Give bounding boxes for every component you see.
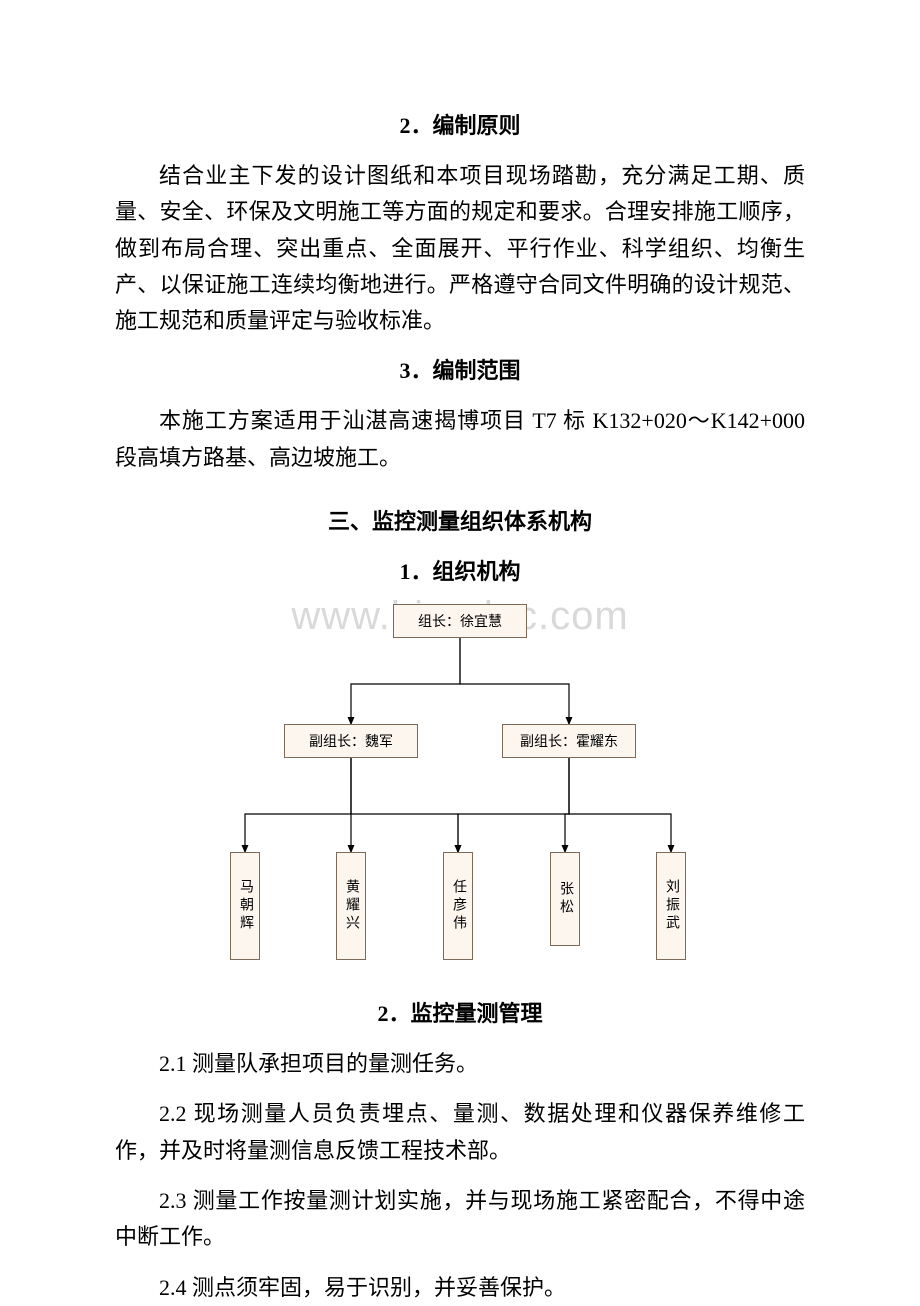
org-node-m4: 张松 [550,852,580,946]
org-node-m3: 任彦伟 [443,852,473,960]
heading-3-1: 1．组织机构 [115,554,805,586]
paragraph-2: 结合业主下发的设计图纸和本项目现场踏勘，充分满足工期、质量、安全、环保及文明施工… [115,158,805,339]
org-chart-container: 组长：徐宜慧副组长：魏军 副组长：霍耀东马朝辉 黄耀兴 任彦伟 张松 刘振武 [115,604,805,974]
heading-2: 2．编制原则 [115,108,805,140]
paragraph-3: 本施工方案适用于汕湛高速揭博项目 T7 标 K132+020～K142+000 … [115,403,805,476]
paragraph-m24: 2.4 测点须牢固，易于识别，并妥善保护。 [115,1270,805,1306]
heading-3-2: 2．监控量测管理 [115,996,805,1028]
heading-3: 3．编制范围 [115,353,805,385]
paragraph-m23: 2.3 测量工作按量测计划实施，并与现场施工紧密配合，不得中途中断工作。 [115,1183,805,1256]
org-node-m5: 刘振武 [656,852,686,960]
org-node-m2: 黄耀兴 [336,852,366,960]
org-node-m1: 马朝辉 [230,852,260,960]
heading-section-3: 三、监控测量组织体系机构 [115,504,805,536]
org-node-vice1: 副组长：魏军 [284,724,418,758]
org-node-leader: 组长：徐宜慧 [393,604,527,638]
paragraph-m22: 2.2 现场测量人员负责埋点、量测、数据处理和仪器保养维修工作，并及时将量测信息… [115,1096,805,1169]
org-chart: 组长：徐宜慧副组长：魏军 副组长：霍耀东马朝辉 黄耀兴 任彦伟 张松 刘振武 [220,604,700,974]
org-node-vice2: 副组长：霍耀东 [502,724,636,758]
paragraph-m21: 2.1 测量队承担项目的量测任务。 [115,1046,805,1082]
